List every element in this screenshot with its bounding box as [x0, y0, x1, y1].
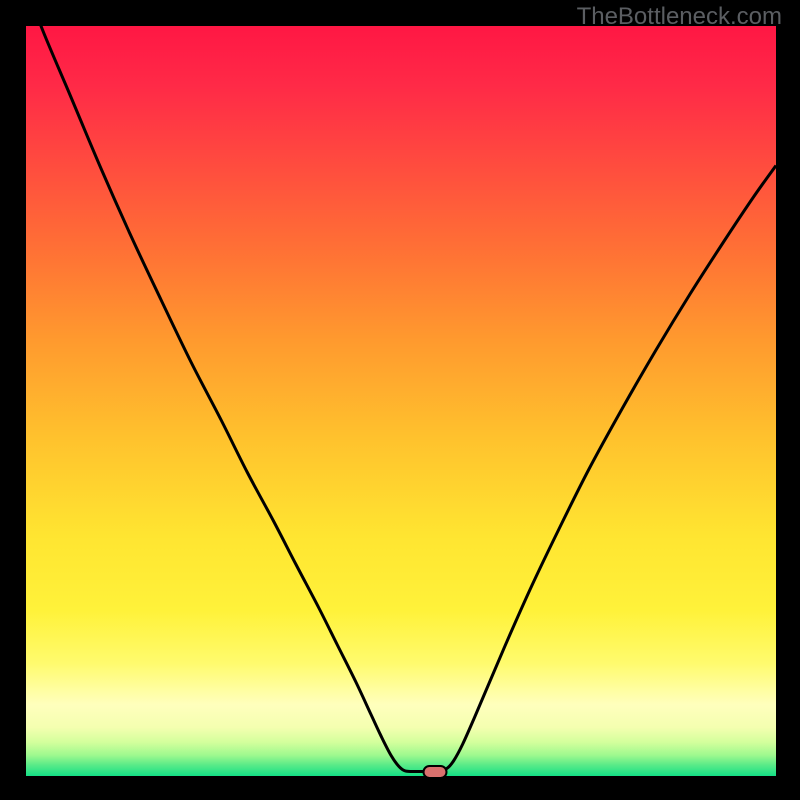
- curve-svg: [26, 26, 776, 776]
- watermark-text: TheBottleneck.com: [577, 3, 782, 31]
- plot-area: [26, 26, 776, 776]
- bottleneck-curve: [26, 26, 776, 772]
- optimum-marker: [422, 765, 447, 779]
